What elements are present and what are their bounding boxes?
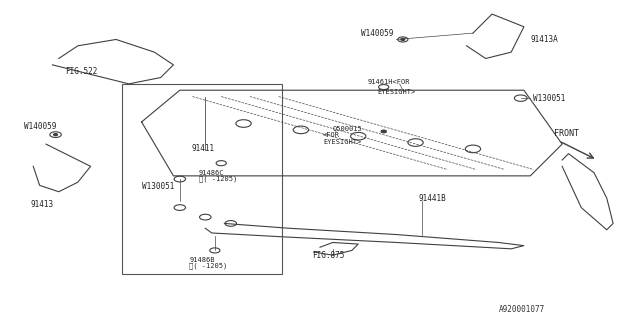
- Text: FIG.875: FIG.875: [312, 251, 344, 260]
- Bar: [122, 84, 282, 274]
- Text: A920001077: A920001077: [499, 305, 545, 314]
- Text: <FOR: <FOR: [323, 132, 340, 138]
- Text: W140059: W140059: [24, 122, 56, 131]
- Text: EYESIGHT>: EYESIGHT>: [323, 139, 362, 145]
- Text: W140059: W140059: [362, 28, 394, 38]
- Circle shape: [401, 38, 404, 40]
- Text: 91486C: 91486C: [199, 170, 225, 176]
- Text: 91441B: 91441B: [419, 194, 447, 203]
- Text: 91486B: 91486B: [189, 257, 215, 263]
- Text: W130051: W130051: [141, 182, 174, 191]
- Text: ※( -1205): ※( -1205): [199, 175, 237, 182]
- Text: EYESIGHT>: EYESIGHT>: [378, 89, 415, 95]
- Text: W130051: W130051: [534, 94, 566, 103]
- Text: Q500015: Q500015: [333, 125, 362, 131]
- Text: 91413: 91413: [30, 200, 53, 209]
- Text: FRONT: FRONT: [554, 130, 579, 139]
- Text: 91461H<FOR: 91461H<FOR: [368, 79, 410, 85]
- Text: ※( -1205): ※( -1205): [189, 262, 228, 269]
- Circle shape: [54, 134, 58, 136]
- Text: 91413A: 91413A: [531, 35, 558, 44]
- Text: FIG.522: FIG.522: [65, 67, 97, 76]
- Circle shape: [381, 130, 387, 133]
- Text: 91411: 91411: [191, 144, 214, 153]
